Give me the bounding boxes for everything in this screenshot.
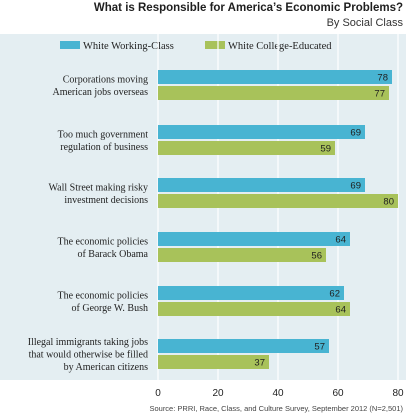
x-tick-label-60: 60 (332, 388, 344, 399)
category-label-1-1: regulation of business (60, 142, 148, 153)
x-tick-label-40: 40 (272, 388, 284, 399)
category-label-5-2: by American citizens (64, 362, 149, 373)
bar-5-0 (158, 339, 329, 353)
bar-0-0 (158, 70, 392, 84)
legend-swatch-1 (205, 41, 225, 49)
bar-3-1 (158, 248, 326, 262)
bar-2-1 (158, 194, 398, 208)
data-label-1-0: 69 (350, 128, 361, 139)
category-label-0-1: American jobs overseas (52, 87, 148, 98)
bar-0-1 (158, 86, 389, 100)
data-label-2-0: 69 (350, 181, 361, 192)
bar-1-0 (158, 125, 365, 139)
x-tick-label-20: 20 (212, 388, 224, 399)
category-label-0-0: Corporations moving (63, 74, 148, 85)
legend-swatch-0 (60, 41, 80, 49)
bar-2-0 (158, 178, 365, 192)
category-label-5-0: Illegal immigrants taking jobs (28, 337, 148, 348)
bar-chart: White Working-Class White College-Educate… (0, 34, 406, 399)
bar-4-1 (158, 302, 350, 316)
data-label-4-0: 62 (329, 289, 340, 300)
category-label-3-1: of Barack Obama (77, 249, 148, 260)
category-label-5-1: that would otherwise be filled (29, 350, 148, 361)
x-tick-label-80: 80 (392, 388, 404, 399)
category-label-3-0: The economic policies (57, 236, 148, 247)
bar-3-0 (158, 232, 350, 246)
data-label-0-1: 77 (374, 89, 385, 100)
data-label-5-1: 37 (254, 358, 265, 369)
category-label-1-0: Too much government (58, 129, 149, 140)
category-label-4-0: The economic policies (57, 290, 148, 301)
x-tick-label-0: 0 (155, 388, 161, 399)
chart-subtitle: By Social Class (326, 17, 403, 29)
data-label-4-1: 64 (335, 305, 346, 316)
data-label-5-0: 57 (314, 342, 325, 353)
data-label-0-0: 78 (377, 73, 388, 84)
bar-1-1 (158, 141, 335, 155)
bar-5-1 (158, 355, 269, 369)
data-label-3-1: 56 (311, 251, 322, 262)
category-label-2-0: Wall Street making risky (49, 182, 148, 193)
data-label-2-1: 80 (383, 197, 394, 208)
data-label-1-1: 59 (320, 144, 331, 155)
category-label-4-1: of George W. Bush (72, 303, 148, 314)
category-label-2-1: investment decisions (64, 195, 148, 206)
source-note: Source: PRRI, Race, Class, and Culture S… (149, 404, 403, 413)
legend-label-1: White College-Educated (228, 41, 332, 52)
data-label-3-0: 64 (335, 235, 346, 246)
bar-4-0 (158, 286, 344, 300)
chart-title: What is Responsible for America’s Econom… (93, 2, 403, 14)
legend-label-0: White Working-Class (83, 41, 174, 52)
